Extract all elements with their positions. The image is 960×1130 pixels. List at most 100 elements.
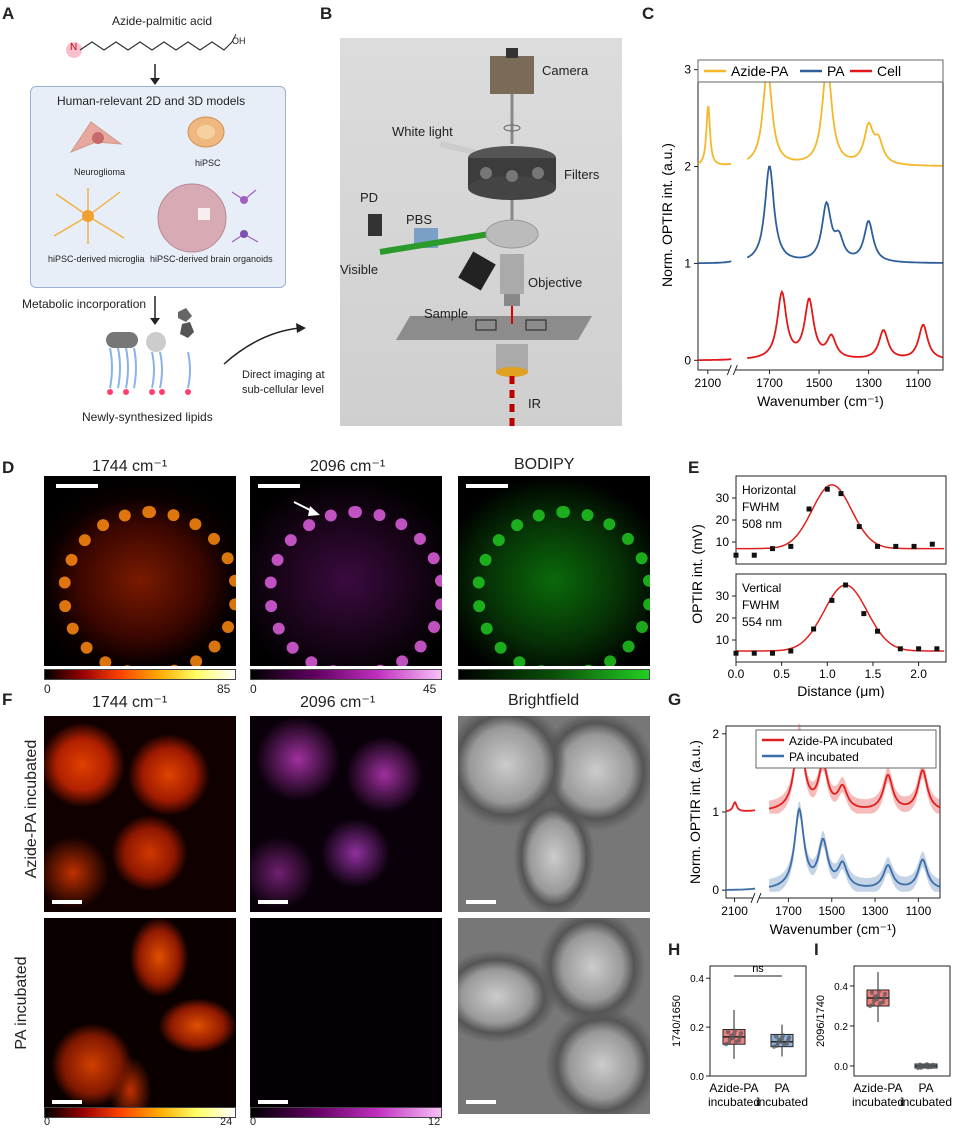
y-tick-label: 0.2	[834, 1022, 848, 1033]
data-point	[770, 546, 776, 552]
data-point	[922, 1064, 928, 1069]
chart-h: 0.00.20.41740/1650Azide-PAincubatedPAinc…	[671, 963, 808, 1109]
category-label: incubated	[900, 1095, 952, 1109]
label-objective: Objective	[528, 275, 583, 290]
data-point	[732, 1028, 738, 1033]
data-point	[893, 543, 899, 549]
data-point	[725, 1029, 731, 1035]
scalebar	[466, 484, 508, 488]
data-point	[829, 597, 835, 603]
data-point	[882, 991, 888, 997]
model-label-microglia: hiPSC-derived microglia	[48, 254, 145, 264]
x-tick-label: 1300	[855, 376, 882, 390]
x-tick-label: 2100	[721, 904, 748, 918]
oh-label: OH	[232, 36, 246, 46]
data-point	[880, 999, 886, 1005]
subplot-label: 508 nm	[742, 517, 782, 531]
data-point	[774, 1043, 780, 1048]
label-ir: IR	[528, 396, 541, 411]
f-colorbar-hot	[44, 1107, 236, 1118]
data-point	[737, 1034, 743, 1040]
category-label: incubated	[708, 1095, 760, 1109]
legend-label: PA	[827, 63, 845, 79]
axis-break-gap	[729, 364, 736, 376]
label-camera: Camera	[542, 63, 589, 78]
chart-c: 2100 1700 1500 1300 1100 0 1 2 3 Wavenumber (cm⁻¹…	[659, 59, 944, 409]
data-point	[770, 650, 776, 656]
subplot-label: Horizontal	[742, 483, 796, 497]
x-tick-label: 1700	[775, 904, 802, 918]
data-point	[874, 997, 880, 1002]
f-row-label-azide: Azide-PA incubated	[23, 739, 40, 879]
y-axis-label: Norm. OPTIR int. (a.u.)	[659, 143, 675, 287]
y-tick-label: 0.4	[834, 982, 848, 993]
subplot-label: Vertical	[742, 581, 781, 595]
chart-g: 2100 1700 1500 1300 1100 0 1 2 Wavenumber (cm⁻¹)…	[687, 723, 941, 937]
d-colorbar-green	[458, 669, 650, 680]
n-atom-label: N	[70, 42, 78, 53]
f-image-brightfield-azide	[458, 716, 650, 912]
x-tick-label: 0.5	[773, 667, 790, 681]
panel-label-e: E	[688, 458, 700, 477]
y-tick-label: 2	[684, 160, 691, 174]
y-tick-label: 10	[716, 633, 730, 647]
panel-label-g: G	[668, 690, 682, 709]
data-point	[875, 993, 881, 998]
x-tick-label: 1100	[905, 904, 931, 918]
data-point	[838, 491, 844, 497]
data-point	[731, 1032, 737, 1037]
data-point	[788, 543, 794, 549]
series-line	[698, 260, 732, 265]
significance-label: ns	[752, 963, 764, 975]
f-cbar1-max: 24	[220, 1116, 233, 1128]
axis-break-gap	[752, 892, 759, 904]
d-title-2096: 2096 cm⁻¹	[310, 458, 386, 475]
x-tick-label: 1500	[818, 904, 845, 918]
data-point	[929, 541, 935, 547]
data-point	[824, 486, 830, 492]
label-sample: Sample	[424, 306, 469, 321]
microglia-cell-icon	[53, 188, 125, 244]
y-tick-label: 1	[684, 256, 691, 270]
d-image-bodipy	[458, 476, 650, 666]
arrow-icon	[293, 501, 320, 516]
panel-label-d: D	[2, 458, 15, 477]
f-image-brightfield-pa	[458, 918, 650, 1114]
panel-label-c: C	[642, 4, 655, 23]
x-tick-label: 1700	[756, 376, 783, 390]
d-cbar2-max: 45	[423, 682, 437, 696]
f-cbar2-max: 12	[428, 1116, 441, 1128]
plot-frame	[853, 965, 951, 1077]
d-colorbar-hot	[44, 669, 236, 680]
data-point	[730, 1035, 736, 1041]
model-label-hipsc: hiPSC	[195, 158, 221, 168]
x-tick-label: 1.0	[819, 667, 836, 681]
scalebar	[258, 484, 300, 488]
series-line	[726, 801, 756, 812]
organoid-icon	[157, 183, 259, 253]
data-point	[911, 543, 917, 549]
step-label: Metabolic incorporation	[22, 297, 147, 311]
series-line	[768, 807, 940, 888]
category-label: PA	[918, 1081, 933, 1095]
optir-setup-illustration	[368, 48, 592, 426]
subplot-label: FWHM	[742, 500, 779, 514]
y-tick-label: 30	[716, 589, 730, 603]
x-tick-label: 1.5	[865, 667, 882, 681]
y-tick-label: 0.2	[690, 1023, 704, 1034]
data-point	[875, 628, 881, 634]
y-axis-label: 1740/1650	[671, 995, 683, 1047]
lipids-label: Newly-synthesized lipids	[82, 410, 213, 424]
y-tick-label: 2	[712, 727, 719, 741]
label-white-light: White light	[392, 124, 453, 139]
category-label: incubated	[852, 1095, 904, 1109]
plot-frame	[709, 965, 807, 1077]
data-point	[788, 648, 794, 654]
subplot-label: FWHM	[742, 598, 779, 612]
arrow-down-icon-2	[150, 296, 160, 325]
label-filters: Filters	[564, 167, 600, 182]
f-title-brightfield: Brightfield	[508, 692, 580, 709]
x-axis-label: Distance (μm)	[797, 683, 884, 698]
x-tick-label: 1500	[806, 376, 833, 390]
data-point	[916, 646, 922, 652]
